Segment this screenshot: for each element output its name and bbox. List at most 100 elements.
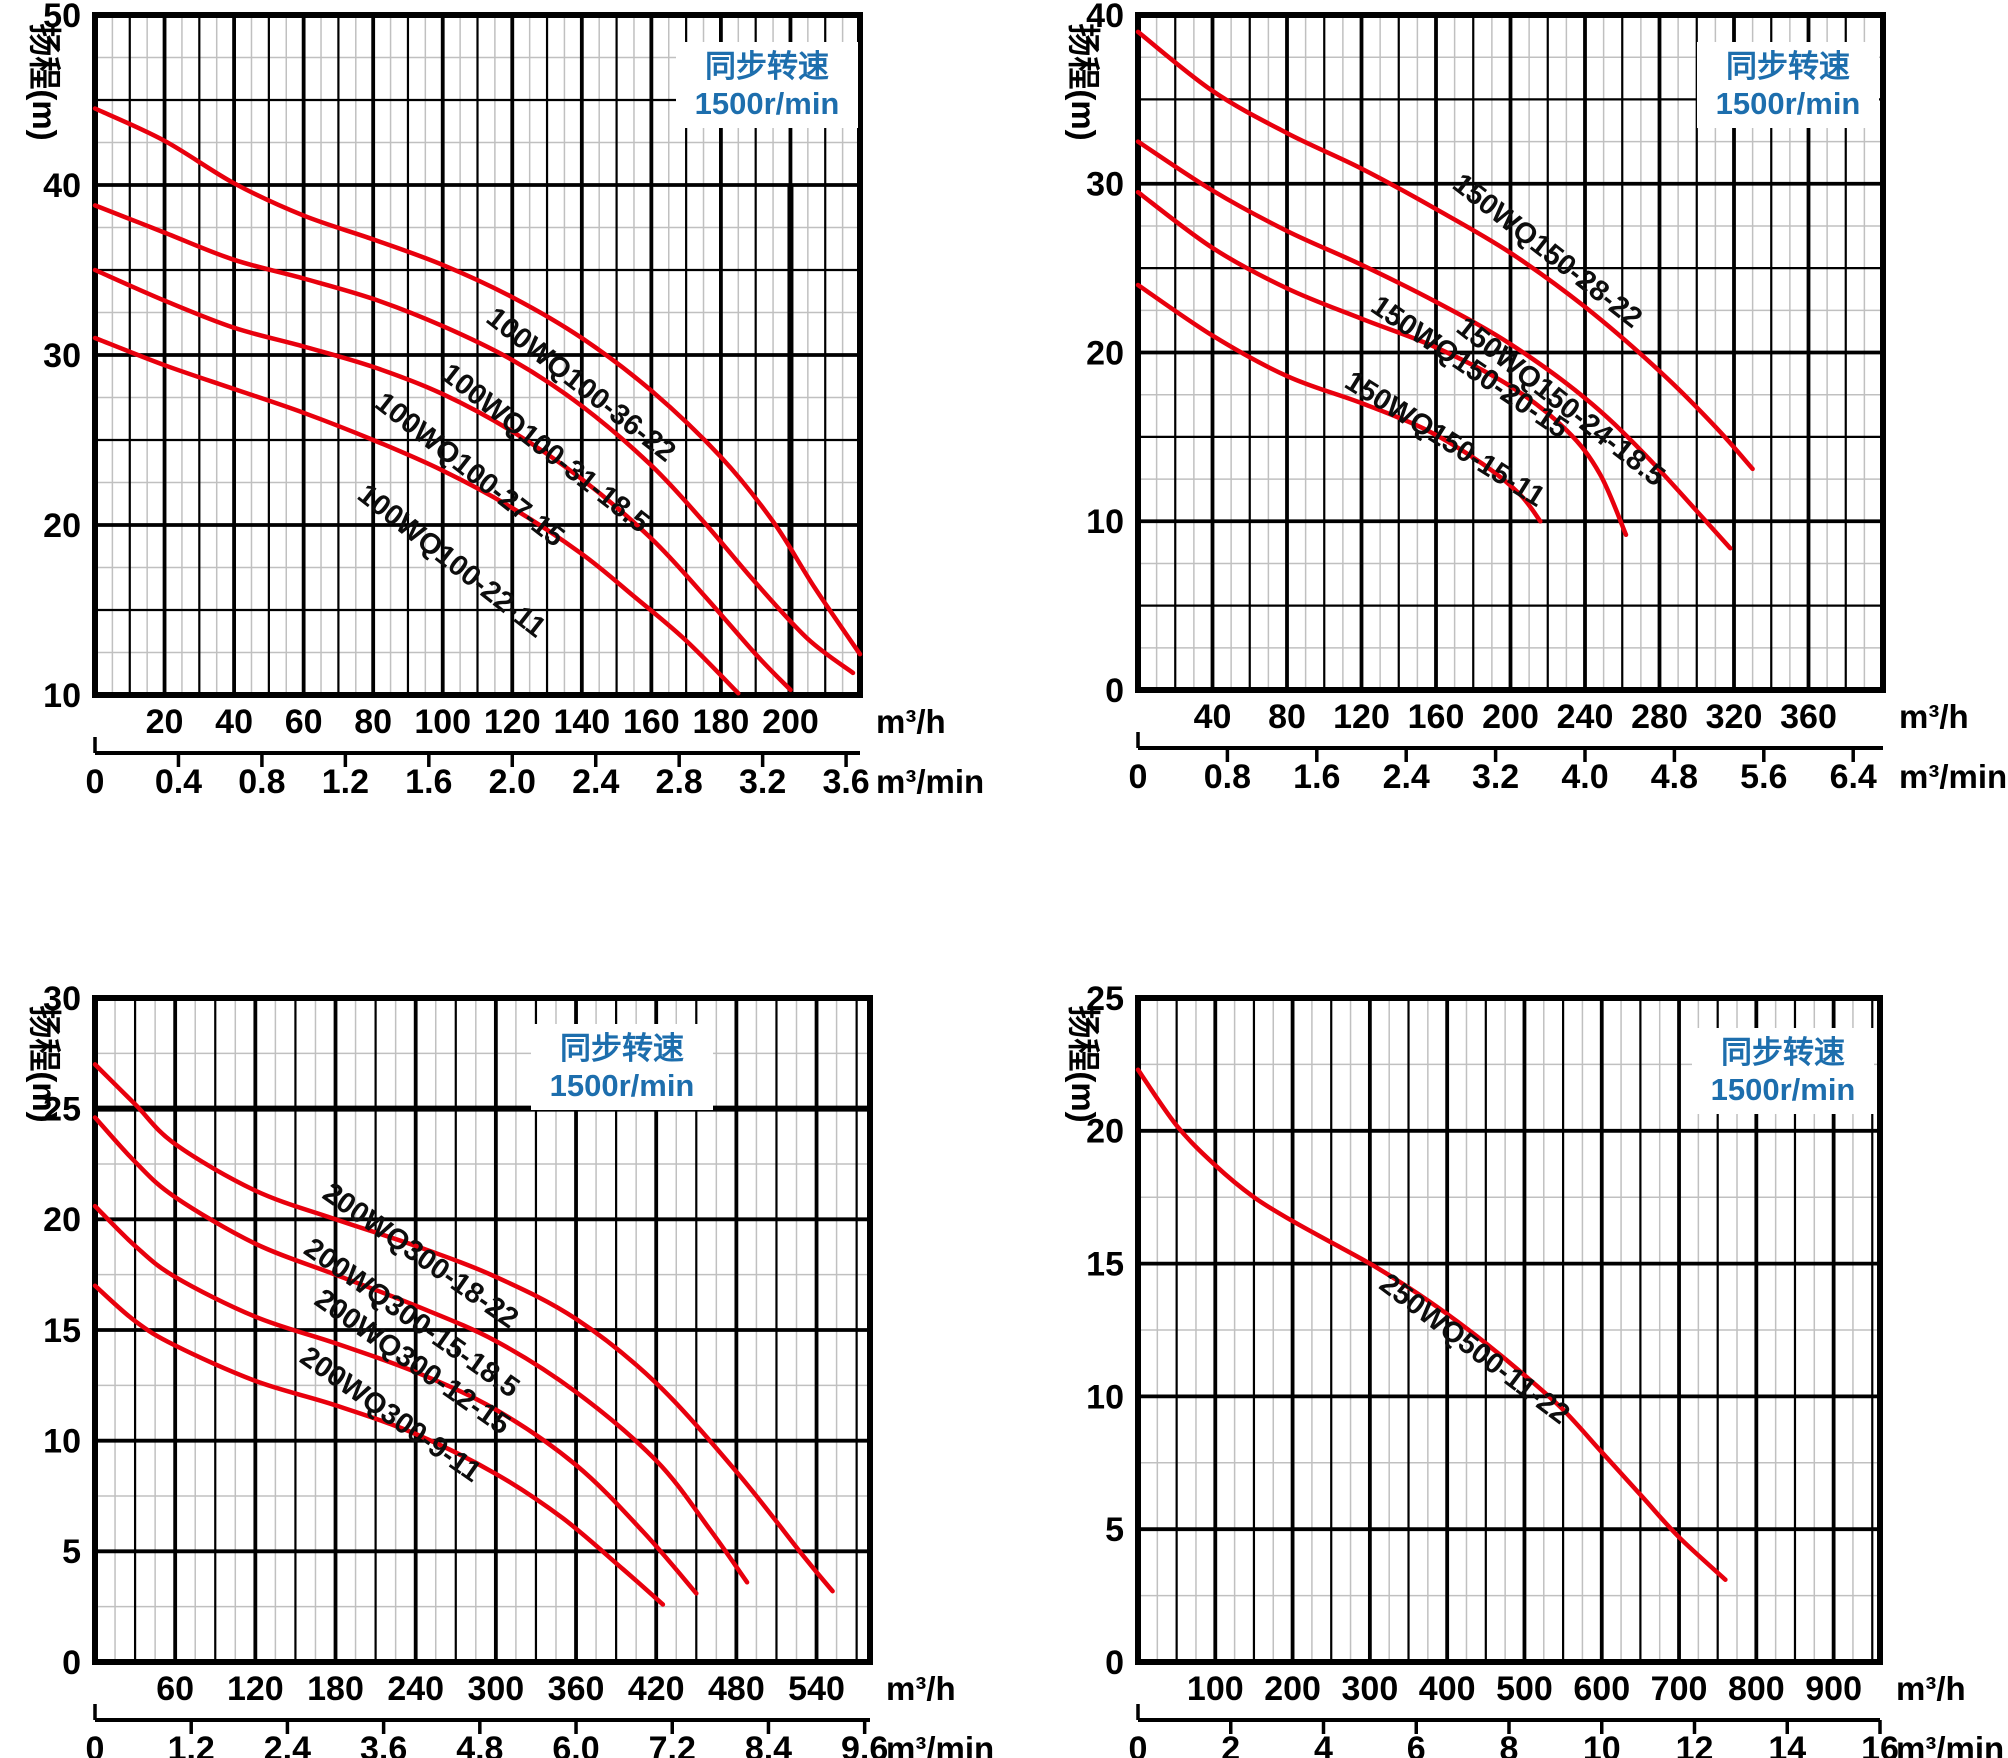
x-tick-label-secondary: 6.4	[1830, 758, 1877, 796]
y-axis-title: 扬程(m)	[1065, 1005, 1102, 1122]
x-tick-label: 360	[1780, 698, 1837, 736]
x-tick-label: 400	[1419, 1670, 1476, 1708]
y-tick-label: 20	[1086, 334, 1124, 372]
x-tick-label: 240	[387, 1670, 444, 1708]
x-tick-label-secondary: 4.0	[1561, 758, 1608, 796]
x-tick-label: 540	[788, 1670, 845, 1708]
x-axis-unit-primary: m³/h	[876, 703, 946, 740]
x-tick-label-secondary: 14	[1768, 1730, 1806, 1758]
y-tick-label: 5	[62, 1533, 81, 1571]
curve-100WQ100-27-15	[92, 267, 793, 693]
x-tick-label: 60	[285, 703, 323, 741]
curve-150WQ150-28-22	[1135, 29, 1755, 472]
y-tick-label: 25	[43, 1091, 81, 1129]
x-axis-unit-secondary: m³/min	[876, 763, 984, 800]
x-tick-label-secondary: 0.8	[238, 763, 285, 800]
x-tick-label: 320	[1706, 698, 1763, 736]
x-tick-label: 140	[553, 703, 610, 741]
x-tick-label: 900	[1805, 1670, 1862, 1708]
x-tick-label: 240	[1557, 698, 1614, 736]
x-tick-label-secondary: 3.6	[822, 763, 869, 800]
x-tick-label: 80	[354, 703, 392, 741]
speed-note-line1: 同步转速	[560, 1031, 684, 1066]
x-tick-label: 100	[414, 703, 471, 741]
speed-note-box	[676, 42, 858, 128]
chart-100WQ100: 同步转速 1500r/min 100WQ100-36-22 100WQ100-31-1…	[0, 0, 1000, 805]
x-tick-label: 40	[215, 703, 253, 741]
x-tick-label-secondary: 4.8	[456, 1730, 503, 1758]
curve-150WQ150-15-11	[1135, 282, 1543, 524]
speed-note-line2: 1500r/min	[1711, 1072, 1856, 1107]
x-tick-label: 480	[708, 1670, 765, 1708]
x-tick-label: 200	[1264, 1670, 1321, 1708]
chart-canvas-150WQ150: 同步转速1500r/min150WQ150-28-22150WQ150-24-1…	[1065, 0, 2007, 796]
x-tick-label-secondary: 1.2	[322, 763, 369, 800]
speed-note-line1: 同步转速	[705, 49, 829, 84]
y-tick-label: 30	[1086, 166, 1124, 204]
speed-note-box	[1692, 1028, 1874, 1114]
x-tick-label: 200	[762, 703, 819, 741]
x-tick-label: 700	[1651, 1670, 1708, 1708]
chart-250WQ500: 同步转速 1500r/min 250WQ500-11-22 扬程(m) 25 20 15 10…	[1008, 958, 2008, 1758]
y-axis-title: 扬程(m)	[1065, 23, 1102, 140]
curve-100WQ100-36-22	[92, 106, 863, 657]
y-tick-label: 0	[1105, 1644, 1124, 1682]
x-tick-label-secondary: 16	[1861, 1730, 1899, 1758]
x-tick-label-secondary: 0	[1129, 758, 1148, 796]
x-tick-label-secondary: 0	[1129, 1730, 1148, 1758]
x-tick-label: 300	[467, 1670, 524, 1708]
x-tick-label: 120	[484, 703, 541, 741]
y-tick-label: 10	[43, 677, 81, 715]
y-tick-label: 5	[1105, 1511, 1124, 1549]
plot-border	[1135, 995, 1883, 1665]
curve-200WQ300-15-18.5	[92, 1115, 750, 1585]
x-axis-unit-secondary: m³/min	[886, 1730, 994, 1758]
x-tick-label: 80	[1268, 698, 1306, 736]
curve-200WQ300-9-11	[92, 1283, 666, 1607]
x-tick-label-secondary: 0	[86, 763, 105, 800]
x-tick-label: 160	[1408, 698, 1465, 736]
chart-canvas-100WQ100: 同步转速1500r/min100WQ100-36-22100WQ100-31-1…	[26, 0, 984, 801]
speed-note-line1: 同步转速	[1721, 1035, 1845, 1070]
chart-150WQ150: 同步转速 1500r/min 150WQ150-28-22 150WQ150-24-1…	[1008, 0, 2008, 805]
x-tick-label-secondary: 6	[1407, 1730, 1426, 1758]
y-tick-label: 30	[43, 337, 81, 375]
x-tick-label-secondary: 2.8	[656, 763, 703, 800]
y-tick-label: 0	[1105, 672, 1124, 710]
x-tick-label-secondary: 3.2	[739, 763, 786, 800]
x-tick-label: 420	[628, 1670, 685, 1708]
curve-100WQ100-22-11	[92, 335, 741, 696]
y-tick-label: 25	[1086, 980, 1124, 1018]
x-tick-label-secondary: 7.2	[649, 1730, 696, 1758]
speed-note-line2: 1500r/min	[695, 86, 840, 121]
plot-border	[92, 12, 863, 698]
x-tick-label-secondary: 0.8	[1204, 758, 1251, 796]
y-tick-label: 20	[43, 507, 81, 545]
curve-250WQ500-11-22	[1135, 1067, 1728, 1582]
x-tick-label-secondary: 2.4	[572, 763, 619, 800]
x-tick-label-secondary: 8	[1500, 1730, 1519, 1758]
x-tick-label: 200	[1482, 698, 1539, 736]
y-axis-title: 扬程(m)	[26, 23, 63, 140]
x-axis-unit-secondary: m³/min	[1896, 1730, 2004, 1758]
chart-canvas-200WQ300: 同步转速1500r/min200WQ300-18-22200WQ300-15-1…	[26, 980, 994, 1758]
x-tick-label-secondary: 8.4	[745, 1730, 792, 1758]
x-tick-label-secondary: 6.0	[552, 1730, 599, 1758]
x-tick-label: 300	[1342, 1670, 1399, 1708]
x-tick-label: 600	[1573, 1670, 1630, 1708]
x-tick-label: 280	[1631, 698, 1688, 736]
curve-150WQ150-24-18.5	[1135, 139, 1733, 551]
speed-note-line1: 同步转速	[1726, 49, 1850, 84]
speed-note-box	[531, 1024, 713, 1110]
x-tick-label-secondary: 2.0	[489, 763, 536, 800]
plot-border	[1135, 12, 1886, 693]
y-tick-label: 40	[1086, 0, 1124, 35]
x-tick-label: 180	[307, 1670, 364, 1708]
speed-note-line2: 1500r/min	[1716, 86, 1861, 121]
curve-200WQ300-18-22	[92, 1062, 835, 1594]
y-tick-label: 50	[43, 0, 81, 35]
curve-150WQ150-20-15	[1135, 189, 1629, 538]
x-tick-label-secondary: 2	[1221, 1730, 1240, 1758]
x-axis-unit-secondary: m³/min	[1899, 758, 2007, 795]
